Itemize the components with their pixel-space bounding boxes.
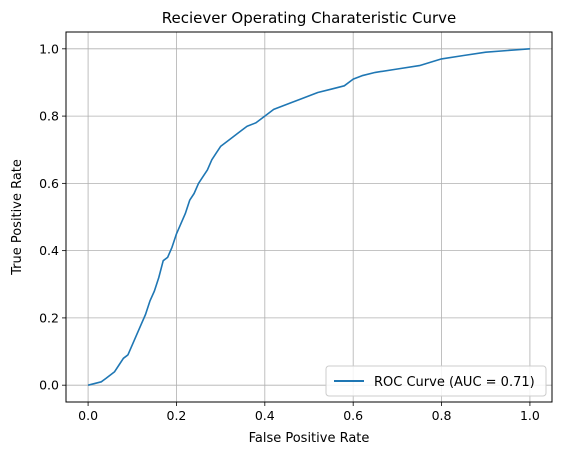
- legend-label: ROC Curve (AUC = 0.71): [374, 375, 535, 390]
- y-tick-label: 0.4: [39, 243, 59, 258]
- grid-lines: [66, 32, 552, 402]
- y-axis-label: True Positive Rate: [10, 159, 25, 276]
- x-tick-label: 1.0: [520, 408, 540, 423]
- x-tick-label: 0.4: [255, 408, 275, 423]
- series-lines: [87, 48, 530, 386]
- x-axis-ticks: 0.0 0.2 0.4 0.6 0.8 1.0: [78, 402, 540, 423]
- plot-frame: [65, 31, 553, 403]
- chart-title: Reciever Operating Charateristic Curve: [162, 9, 457, 27]
- roc-curve-line: [87, 48, 530, 386]
- x-tick-label: 0.2: [167, 408, 187, 423]
- x-tick-label: 0.0: [78, 408, 98, 423]
- x-tick-label: 0.8: [432, 408, 452, 423]
- y-tick-label: 0.6: [39, 176, 59, 191]
- legend: ROC Curve (AUC = 0.71): [325, 365, 547, 397]
- y-tick-label: 0.0: [39, 378, 59, 393]
- x-axis-label: False Positive Rate: [249, 431, 370, 446]
- x-tick-label: 0.6: [343, 408, 363, 423]
- legend-box: [325, 365, 547, 397]
- y-axis-ticks: 0.0 0.2 0.4 0.6 0.8 1.0: [39, 41, 66, 393]
- y-tick-label: 1.0: [39, 41, 59, 56]
- y-tick-label: 0.2: [39, 310, 59, 325]
- y-tick-label: 0.8: [39, 109, 59, 124]
